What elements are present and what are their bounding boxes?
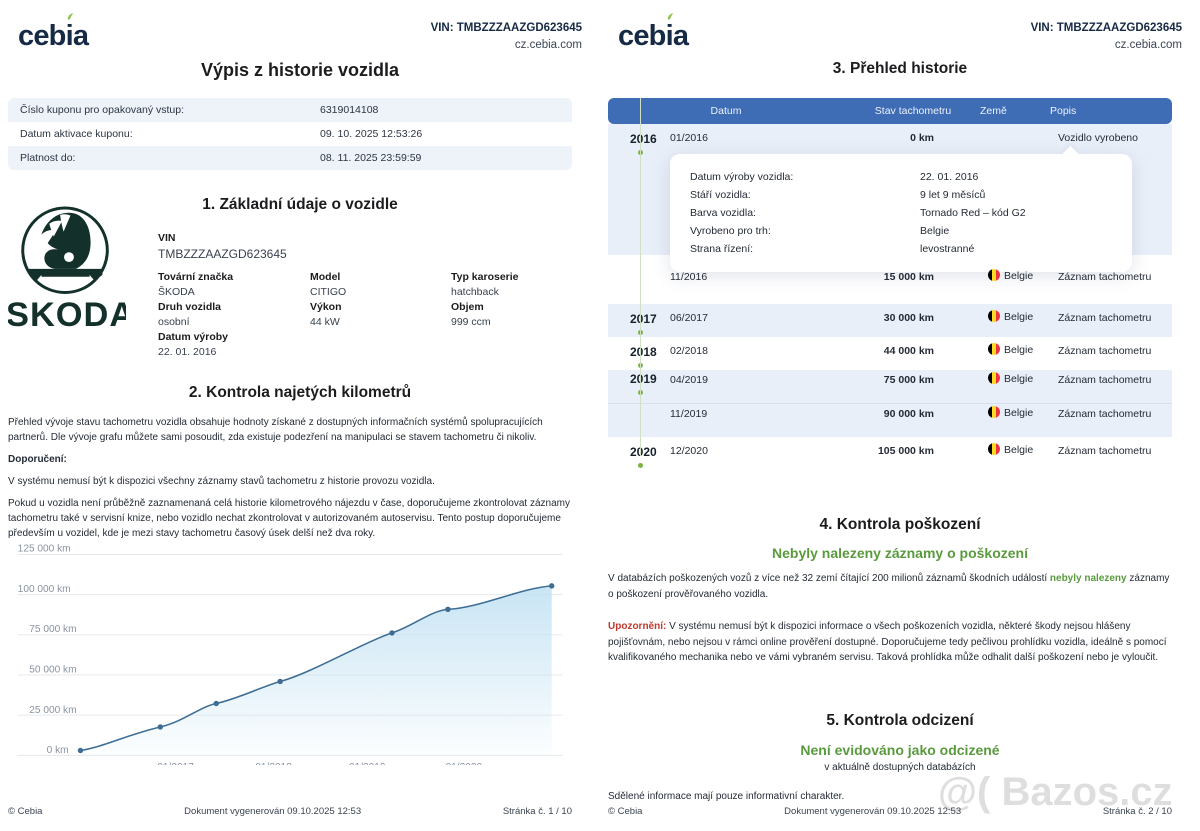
svg-text:25 000 km: 25 000 km	[29, 705, 76, 716]
svg-text:75 000 km: 75 000 km	[29, 624, 76, 635]
svg-text:0 km: 0 km	[47, 745, 69, 756]
svg-text:01/2018: 01/2018	[255, 762, 292, 765]
svg-text:01/2019: 01/2019	[349, 762, 386, 765]
svg-text:SKODA: SKODA	[8, 296, 126, 334]
svg-text:125 000 km: 125 000 km	[18, 544, 71, 555]
svg-text:50 000 km: 50 000 km	[29, 664, 76, 675]
svg-text:100 000 km: 100 000 km	[18, 584, 71, 595]
svg-text:01/2017: 01/2017	[157, 762, 194, 765]
svg-text:01/2020: 01/2020	[446, 762, 483, 765]
